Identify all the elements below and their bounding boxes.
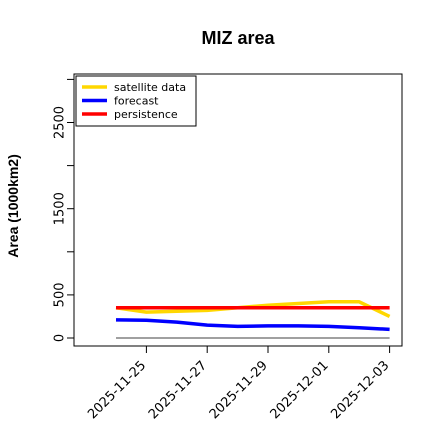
- x-tick-label-2025-11-29: 2025-11-29: [207, 358, 271, 422]
- x-axis: 2025-11-252025-11-272025-11-292025-12-01…: [85, 346, 392, 422]
- plot-frame: [73, 73, 403, 347]
- legend-label-forecast: forecast: [114, 95, 159, 108]
- y-tick-label-1500: 1500: [53, 192, 68, 225]
- y-tick-label-0: 0: [53, 334, 68, 342]
- y-axis-label: Area (1000km2): [5, 154, 21, 258]
- series-layer: [115, 300, 391, 332]
- y-tick-label-2500: 2500: [53, 106, 68, 139]
- chart-title: MIZ area: [201, 28, 275, 48]
- legend-label-satellite-data: satellite data: [114, 81, 186, 94]
- x-tick-label-2025-12-03: 2025-12-03: [328, 358, 392, 422]
- legend-label-persistence: persistence: [114, 108, 178, 121]
- x-tick-label-2025-11-27: 2025-11-27: [146, 358, 210, 422]
- series-line-forecast: [115, 318, 390, 332]
- y-axis: 0 500 1500 2500: [53, 78, 74, 342]
- x-tick-label-2025-11-25: 2025-11-25: [85, 358, 149, 422]
- y-tick-label-500: 500: [53, 282, 68, 307]
- x-tick-label-2025-12-01: 2025-12-01: [268, 358, 332, 422]
